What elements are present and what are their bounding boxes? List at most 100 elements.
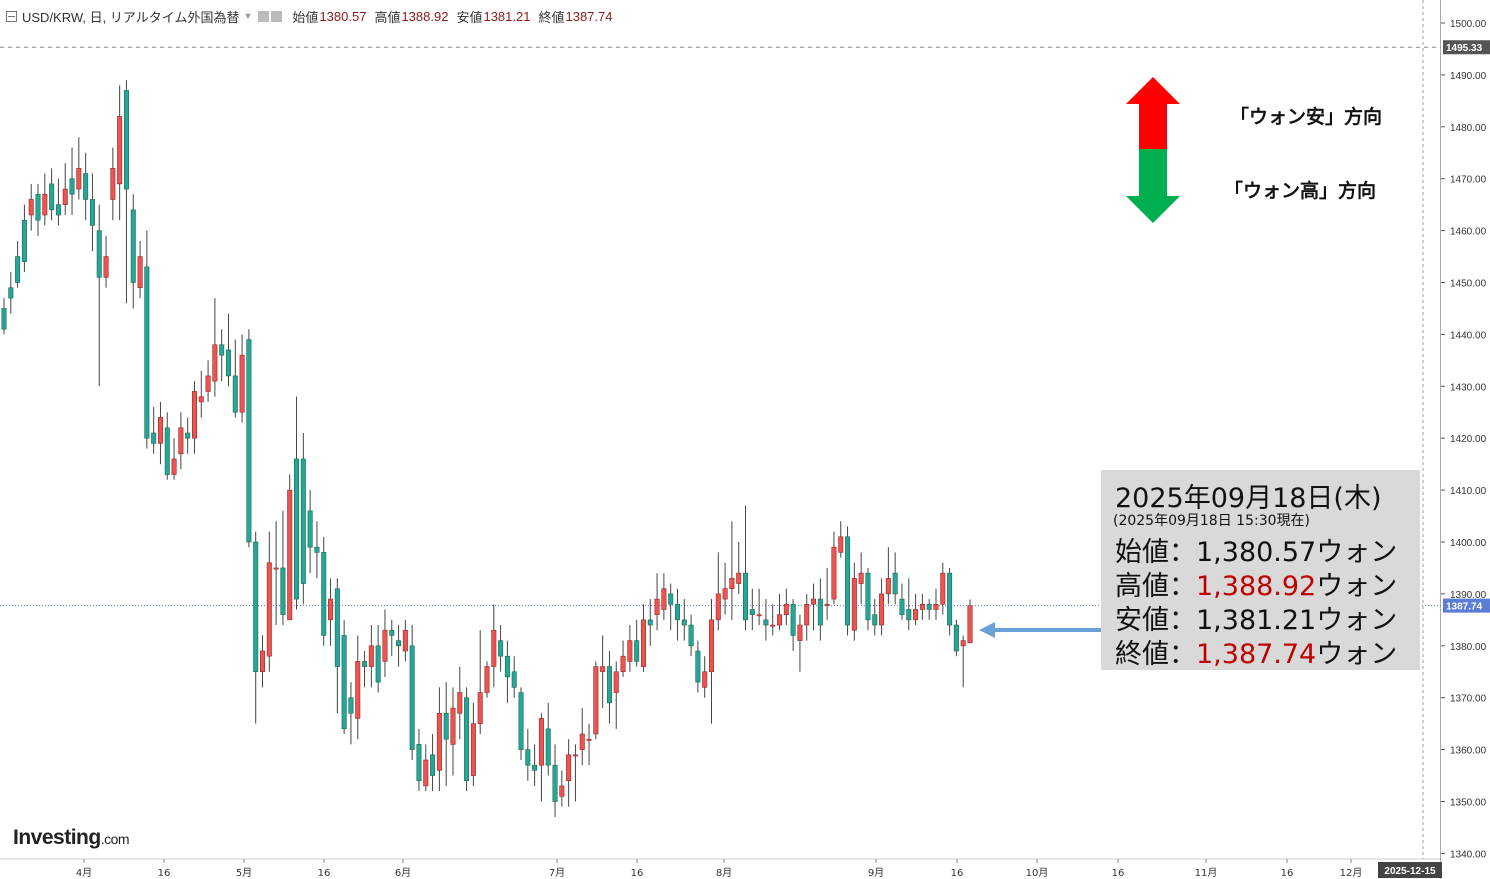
candle-body (117, 116, 123, 185)
info-high-label: 高値： (1115, 571, 1196, 602)
candle-body (76, 168, 82, 190)
candle-body (300, 458, 306, 584)
candle-body (8, 287, 14, 299)
candle-body (770, 624, 776, 627)
candle-body (906, 609, 912, 621)
candle-body (423, 759, 429, 787)
candle-body (600, 666, 606, 673)
candle-body (151, 432, 157, 444)
x-tick-label: 16 (951, 868, 964, 879)
y-tick-label: 1430.00 (1450, 382, 1487, 393)
candle-body (899, 598, 905, 615)
candle-body (552, 764, 558, 802)
candle-body (171, 458, 177, 475)
candle-body (280, 567, 286, 615)
candle-body (824, 603, 830, 606)
candle-body (491, 629, 497, 667)
candle-body (940, 572, 946, 605)
candle-body (763, 619, 769, 626)
chevron-down-icon[interactable]: ▼ (243, 11, 253, 21)
x-tick-label: 12月 (1340, 867, 1363, 879)
candle-body (49, 183, 55, 211)
candle-body (103, 256, 109, 278)
info-row-open: 始値：1,380.57ウォン (1115, 530, 1397, 569)
candle-body (191, 391, 197, 439)
candle-body (42, 193, 48, 216)
candle-body (28, 199, 34, 216)
candle-body (783, 603, 789, 615)
candle-body (382, 629, 388, 662)
candle-body (845, 536, 851, 626)
high-label: 高値 (374, 9, 401, 25)
collapse-icon[interactable] (6, 10, 17, 22)
candle-body (872, 614, 878, 626)
candle-body (55, 204, 61, 216)
info-open-value: 1,380.57 (1196, 537, 1317, 568)
settings-icon[interactable] (271, 10, 283, 22)
info-high-unit: ウォン (1316, 571, 1398, 602)
candle-body (157, 417, 163, 444)
y-tick-label: 1340.00 (1450, 849, 1487, 860)
candle-body (858, 572, 864, 584)
candle-body (627, 640, 633, 662)
y-tick-label: 1480.00 (1450, 123, 1487, 134)
y-tick-label: 1390.00 (1450, 590, 1487, 601)
x-tick-label: 5月 (236, 867, 252, 879)
low-label: 安値 (456, 9, 483, 25)
candle-body (477, 692, 483, 724)
candle-body (389, 629, 395, 636)
y-tick-label: 1470.00 (1450, 175, 1487, 186)
candle-body (811, 598, 817, 605)
candle-body (239, 354, 245, 413)
x-axis-date-badge (1378, 862, 1442, 878)
info-row-high: 高値：1,388.92ウォン (1115, 564, 1397, 603)
candle-body (185, 432, 191, 439)
y-tick-label: 1360.00 (1450, 746, 1487, 757)
candle-body (443, 712, 449, 740)
candle-body (715, 593, 721, 621)
candle-body (198, 396, 204, 403)
candle-body (464, 697, 470, 782)
x-tick-label: 16 (158, 868, 171, 879)
info-open-label: 始値： (1115, 537, 1196, 568)
eye-icon[interactable] (258, 10, 270, 22)
candle-body (144, 266, 150, 439)
candle-body (314, 546, 320, 553)
candle-body (722, 588, 728, 600)
candle-body (831, 546, 837, 600)
candle-body (634, 640, 640, 662)
candle-body (69, 178, 75, 195)
down-arrow-icon (1126, 149, 1180, 223)
y-tick-label: 1350.00 (1450, 798, 1487, 809)
candle-body (933, 603, 939, 610)
info-high-value: 1,388.92 (1196, 571, 1317, 602)
y-tick-label: 1460.00 (1450, 227, 1487, 238)
candle-body (219, 344, 225, 356)
candle-body (913, 609, 919, 621)
candle-body (777, 614, 783, 626)
candle-body (647, 619, 653, 626)
candle-body (640, 619, 646, 667)
candle-body (130, 209, 136, 283)
x-tick-label: 11月 (1195, 867, 1218, 879)
last-price-badge (1443, 598, 1490, 613)
candle-body (307, 510, 313, 548)
candle-body (164, 427, 170, 475)
candle-body (294, 458, 300, 600)
candle-body (470, 723, 476, 776)
info-timestamp: (2025年09月18日 15:30現在) (1113, 513, 1310, 529)
candle-body (620, 655, 626, 673)
candle-body (797, 624, 803, 641)
open-label: 始値 (292, 9, 319, 25)
candle-body (967, 605, 973, 644)
candle-body (804, 603, 810, 626)
candle-body (348, 697, 354, 714)
candle-body (205, 375, 211, 392)
y-tick-label: 1440.00 (1450, 330, 1487, 341)
candle-body (708, 619, 714, 673)
info-close-label: 終値： (1115, 639, 1196, 670)
x-tick-label: 16 (318, 868, 331, 879)
candle-body (396, 640, 402, 647)
candle-body (110, 168, 116, 200)
high-value: 1388.92 (401, 8, 449, 24)
